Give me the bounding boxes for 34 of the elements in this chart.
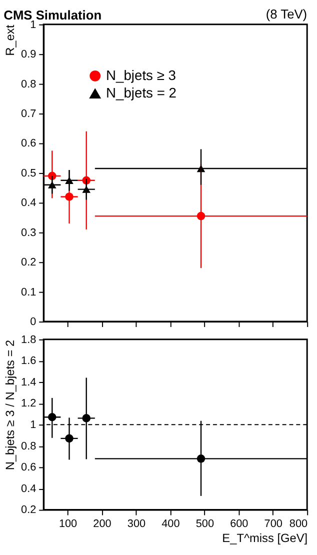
y-tick-label: 1 — [30, 419, 36, 432]
y-axis-title: R_ext — [3, 24, 18, 56]
y-tick-label: 0.8 — [21, 440, 36, 452]
x-tick-label: 200 — [93, 518, 112, 530]
x-tick-label: 800 — [289, 518, 308, 530]
y-tick-label: 1.6 — [21, 355, 36, 368]
y-tick-label: 0.2 — [21, 504, 36, 516]
y-tick-label: 0.1 — [21, 286, 36, 298]
y-tick-label: 0.9 — [21, 48, 36, 61]
y-tick-label: 0.6 — [21, 462, 36, 474]
x-tick-label: 300 — [127, 518, 146, 530]
y-tick-label: 0.2 — [21, 256, 36, 269]
x-axis-title: E_T^miss [GeV] — [222, 530, 308, 545]
y-tick-label: 0.7 — [21, 108, 36, 120]
y-tick-label: 1.8 — [21, 334, 36, 346]
y-tick-label: 0.5 — [21, 167, 36, 180]
x-tick-label: 400 — [162, 518, 180, 530]
y-tick-label: 1 — [30, 18, 36, 31]
legend-label: N_bjets = 2 — [106, 84, 177, 101]
x-tick-label: 100 — [58, 518, 78, 530]
x-tick-label: 600 — [230, 518, 248, 530]
y-axis-title: N_bjets ≥ 3 / N_bjets = 2 — [3, 340, 18, 470]
x-tick-label: 700 — [264, 518, 282, 530]
text: (8 TeV) — [266, 6, 308, 22]
x-tick-label: 500 — [196, 518, 214, 530]
y-tick-label: 0.6 — [21, 138, 36, 150]
y-tick-label: 0.8 — [21, 78, 36, 90]
y-tick-label: 0.4 — [21, 482, 36, 495]
y-tick-label: 1.2 — [21, 398, 36, 410]
y-tick-label: 0 — [30, 316, 36, 328]
y-tick-label: 0.4 — [21, 197, 36, 210]
y-tick-label: 0.3 — [21, 226, 36, 239]
legend-label: N_bjets ≥ 3 — [106, 66, 176, 83]
y-tick-label: 1.4 — [21, 376, 36, 388]
